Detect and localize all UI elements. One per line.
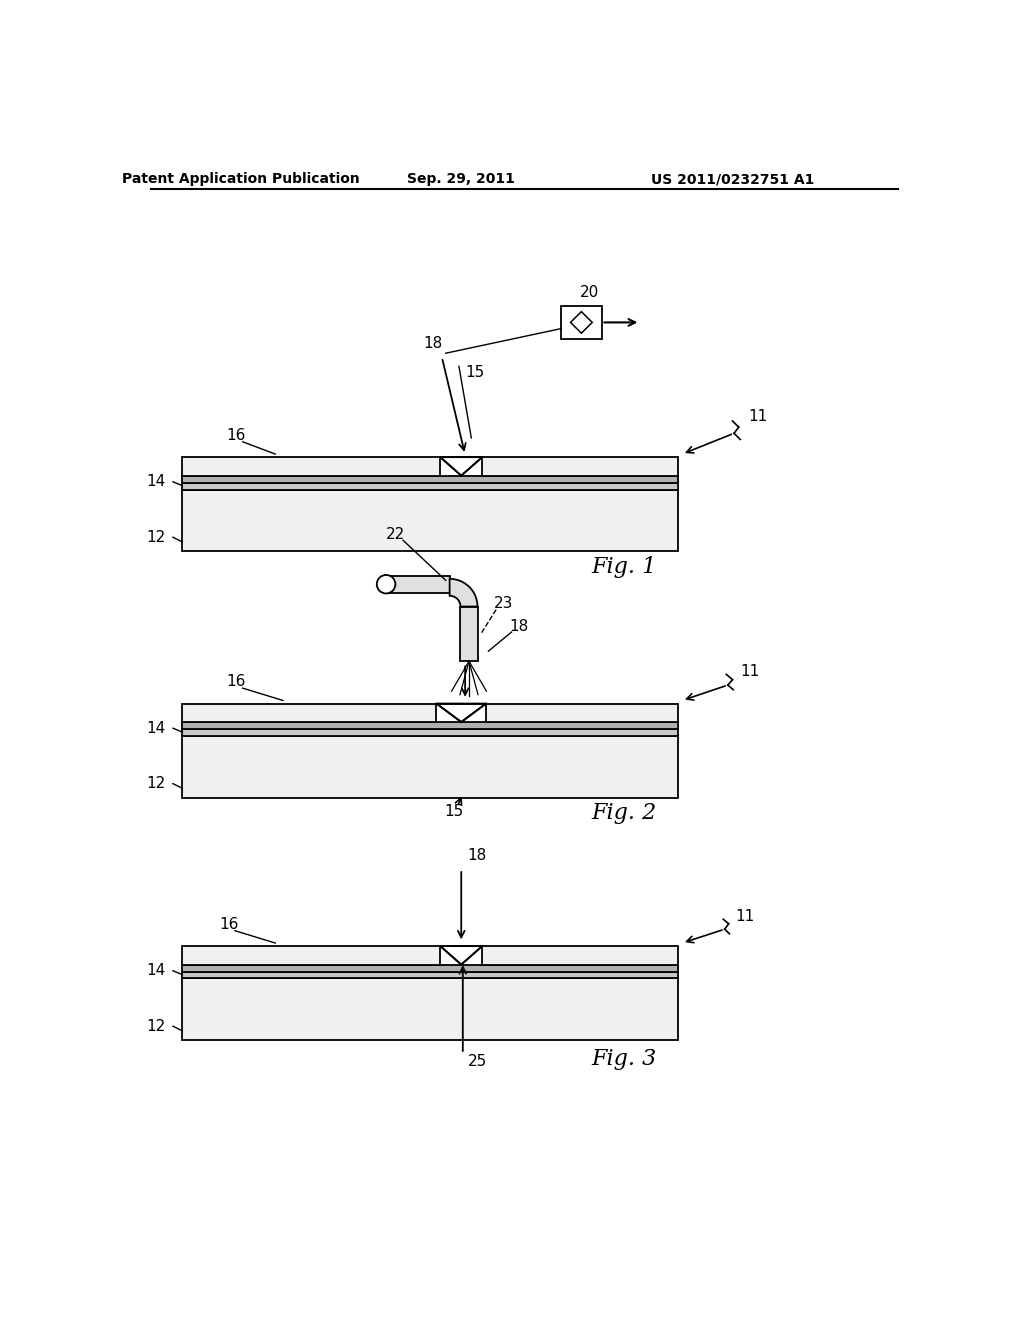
- Text: 15: 15: [443, 804, 463, 818]
- Polygon shape: [388, 576, 450, 593]
- Polygon shape: [182, 972, 678, 978]
- Text: 18: 18: [467, 847, 486, 863]
- Text: Fig. 2: Fig. 2: [592, 803, 656, 824]
- Text: 11: 11: [735, 909, 755, 924]
- Text: 18: 18: [423, 335, 442, 351]
- Text: 11: 11: [740, 664, 760, 678]
- Polygon shape: [182, 946, 440, 965]
- Polygon shape: [182, 729, 678, 737]
- Polygon shape: [182, 722, 678, 729]
- Text: US 2011/0232751 A1: US 2011/0232751 A1: [651, 172, 814, 186]
- Polygon shape: [182, 457, 440, 475]
- Polygon shape: [450, 579, 477, 607]
- Polygon shape: [570, 312, 592, 333]
- Polygon shape: [482, 457, 678, 475]
- Text: 14: 14: [146, 474, 165, 490]
- Text: 22: 22: [386, 527, 406, 541]
- Polygon shape: [182, 475, 678, 483]
- Text: 15: 15: [465, 364, 484, 380]
- Text: 14: 14: [146, 964, 165, 978]
- Text: 16: 16: [219, 917, 239, 932]
- Text: 11: 11: [748, 409, 767, 424]
- Text: 23: 23: [495, 595, 514, 611]
- Text: Fig. 1: Fig. 1: [592, 556, 656, 578]
- Text: 12: 12: [146, 529, 165, 545]
- Polygon shape: [440, 457, 482, 475]
- Text: Sep. 29, 2011: Sep. 29, 2011: [408, 172, 515, 186]
- Polygon shape: [182, 965, 678, 972]
- Polygon shape: [486, 704, 678, 722]
- Text: 16: 16: [226, 675, 246, 689]
- Text: Patent Application Publication: Patent Application Publication: [122, 172, 359, 186]
- Polygon shape: [482, 946, 678, 965]
- Polygon shape: [440, 946, 482, 965]
- Polygon shape: [182, 704, 436, 722]
- Text: 25: 25: [467, 1055, 486, 1069]
- Text: 16: 16: [226, 428, 246, 444]
- Text: 14: 14: [146, 721, 165, 735]
- Text: 12: 12: [146, 776, 165, 791]
- Text: 20: 20: [580, 285, 599, 300]
- Polygon shape: [461, 607, 477, 661]
- Polygon shape: [182, 490, 678, 552]
- Text: 18: 18: [510, 619, 529, 634]
- Polygon shape: [182, 483, 678, 490]
- Bar: [561, 306, 601, 339]
- Text: 12: 12: [146, 1019, 165, 1034]
- Circle shape: [377, 576, 395, 594]
- Text: Fig. 3: Fig. 3: [592, 1048, 656, 1071]
- Polygon shape: [436, 704, 486, 722]
- Polygon shape: [182, 737, 678, 797]
- Polygon shape: [182, 978, 678, 1040]
